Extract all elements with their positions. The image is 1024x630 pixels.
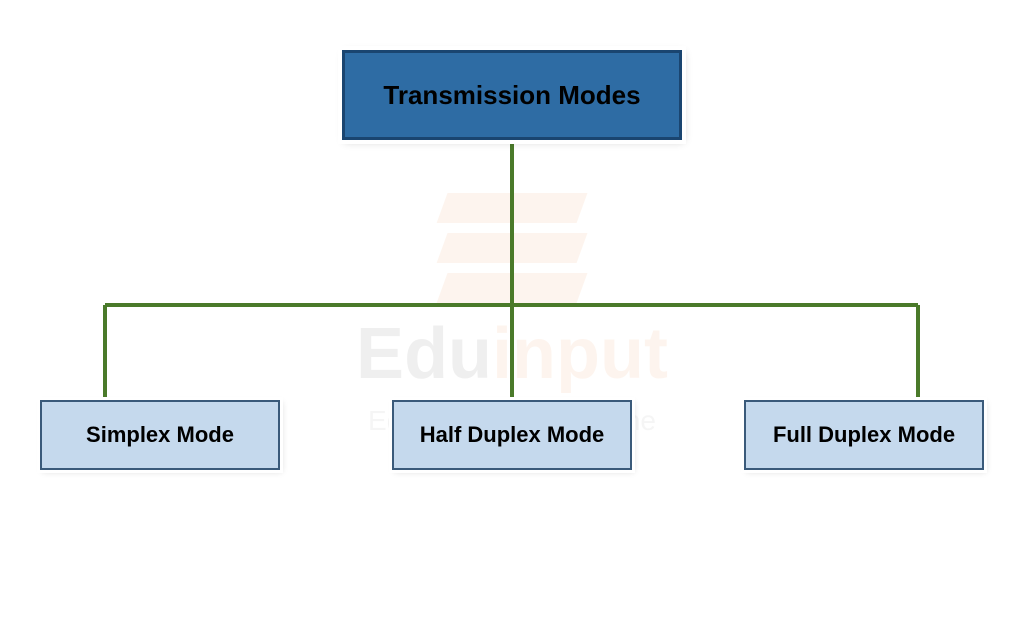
- child-node-half-duplex: Half Duplex Mode: [392, 400, 632, 470]
- root-node: Transmission Modes: [342, 50, 682, 140]
- tree-diagram: Transmission Modes Simplex Mode Half Dup…: [0, 0, 1024, 630]
- child-node-full-duplex: Full Duplex Mode: [744, 400, 984, 470]
- child-label: Half Duplex Mode: [420, 422, 605, 448]
- root-label: Transmission Modes: [383, 80, 640, 111]
- child-label: Full Duplex Mode: [773, 422, 955, 448]
- child-label: Simplex Mode: [86, 422, 234, 448]
- child-node-simplex: Simplex Mode: [40, 400, 280, 470]
